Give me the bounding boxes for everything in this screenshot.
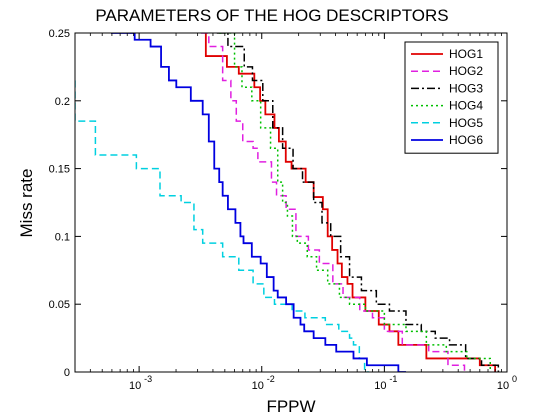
y-axis-label: Miss rate bbox=[17, 169, 36, 238]
legend-box bbox=[404, 41, 499, 154]
x-tick-exponent: -2 bbox=[267, 374, 275, 384]
series-layer bbox=[75, 33, 500, 372]
y-tick-label: 0.15 bbox=[49, 164, 70, 176]
y-tick-label: 0.1 bbox=[55, 231, 70, 243]
chart-title: PARAMETERS OF THE HOG DESCRIPTORS bbox=[95, 6, 448, 25]
x-axis-label: FPPW bbox=[266, 397, 315, 416]
legend-label-hog6: HOG6 bbox=[449, 133, 483, 147]
x-tick-label: 10 bbox=[252, 380, 264, 392]
x-tick-exponent: -3 bbox=[144, 374, 152, 384]
legend-label-hog4: HOG4 bbox=[449, 99, 483, 113]
series-line-hog1 bbox=[204, 33, 497, 372]
y-tick-label: 0.2 bbox=[55, 96, 70, 108]
x-tick-exponent: -1 bbox=[389, 374, 397, 384]
legend-label-hog5: HOG5 bbox=[449, 116, 483, 130]
x-tick-exponent: 0 bbox=[512, 374, 517, 384]
series-line-hog6 bbox=[111, 33, 406, 372]
x-tick-label: 10 bbox=[374, 380, 386, 392]
series-line-hog4 bbox=[219, 33, 491, 372]
plot-frame bbox=[74, 32, 508, 373]
legend: HOG1 HOG2 HOG3 HOG4 HOG5 HOG6 bbox=[404, 41, 499, 154]
legend-label-hog2: HOG2 bbox=[449, 64, 483, 78]
y-tick-label: 0.05 bbox=[49, 299, 70, 311]
x-tick-label: 10 bbox=[129, 380, 141, 392]
series-line-hog3 bbox=[216, 33, 500, 372]
legend-label-hog1: HOG1 bbox=[449, 47, 483, 61]
y-tick-label: 0 bbox=[64, 367, 70, 379]
y-tick-label: 0.25 bbox=[49, 28, 70, 40]
legend-label-hog3: HOG3 bbox=[449, 81, 483, 95]
x-tick-label: 10 bbox=[497, 380, 509, 392]
series-line-hog5 bbox=[75, 80, 370, 372]
